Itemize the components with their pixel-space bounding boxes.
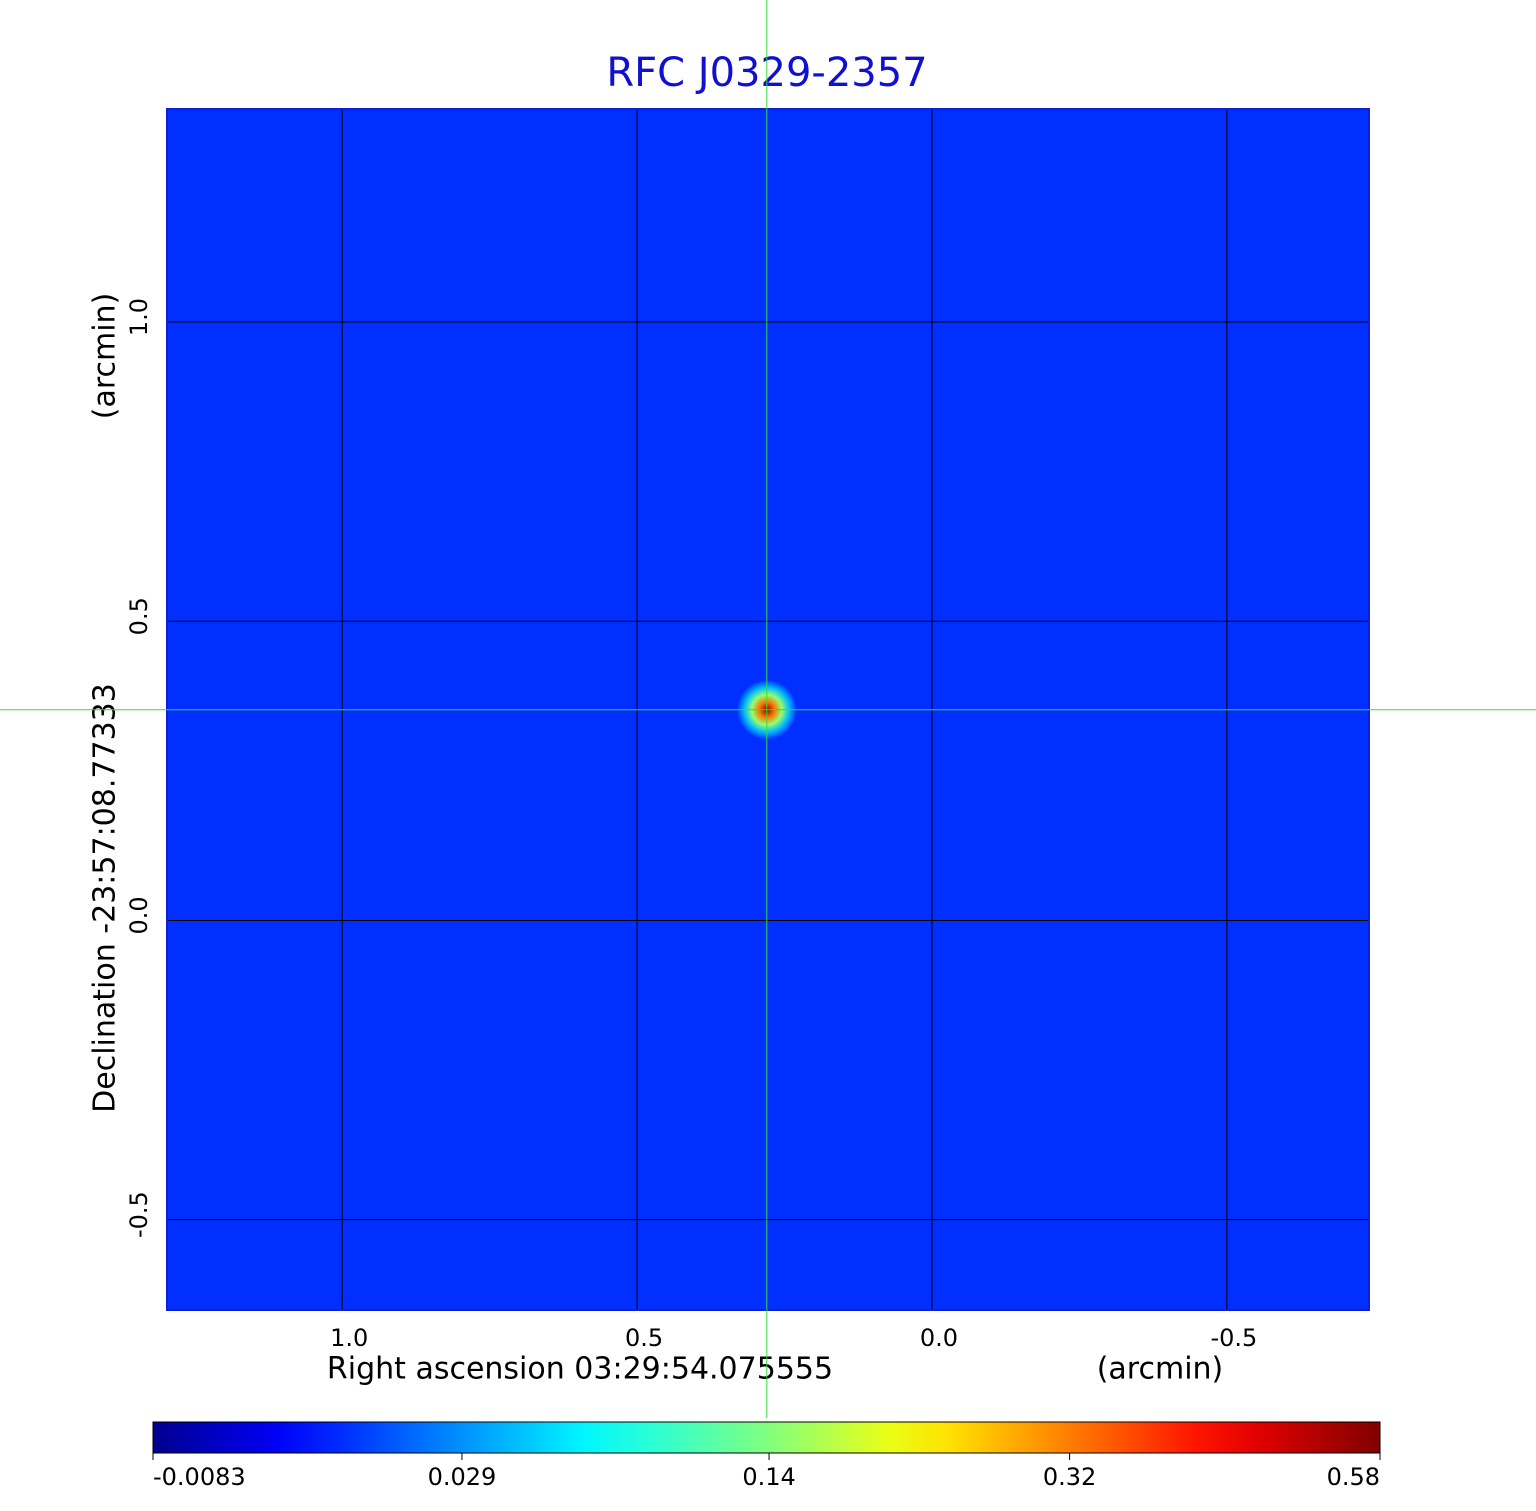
x-tick-label: 1.0: [330, 1324, 368, 1352]
x-tick-label: 0.0: [920, 1324, 958, 1352]
y-axis-label: Declination -23:57:08.77333: [88, 683, 123, 1113]
y-tick-label: 1.0: [125, 298, 153, 336]
x-axis-unit: (arcmin): [1097, 1352, 1224, 1387]
x-tick-label: -0.5: [1210, 1324, 1257, 1352]
colorbar: [152, 1421, 1381, 1454]
colorbar-tick-label: 0.58: [1327, 1463, 1380, 1491]
colorbar-tick-label: 0.14: [742, 1463, 795, 1491]
y-tick-label: 0.0: [125, 896, 153, 934]
x-tick-label: 0.5: [625, 1324, 663, 1352]
x-axis-label: Right ascension 03:29:54.075555: [327, 1352, 833, 1387]
colorbar-tick-label: 0.32: [1043, 1463, 1096, 1491]
y-tick-label: -0.5: [125, 1191, 153, 1238]
colorbar-tick-label: -0.0083: [153, 1463, 246, 1491]
y-tick-label: 0.5: [125, 597, 153, 635]
y-axis-unit: (arcmin): [88, 293, 123, 420]
colorbar-tick-label: 0.029: [428, 1463, 497, 1491]
